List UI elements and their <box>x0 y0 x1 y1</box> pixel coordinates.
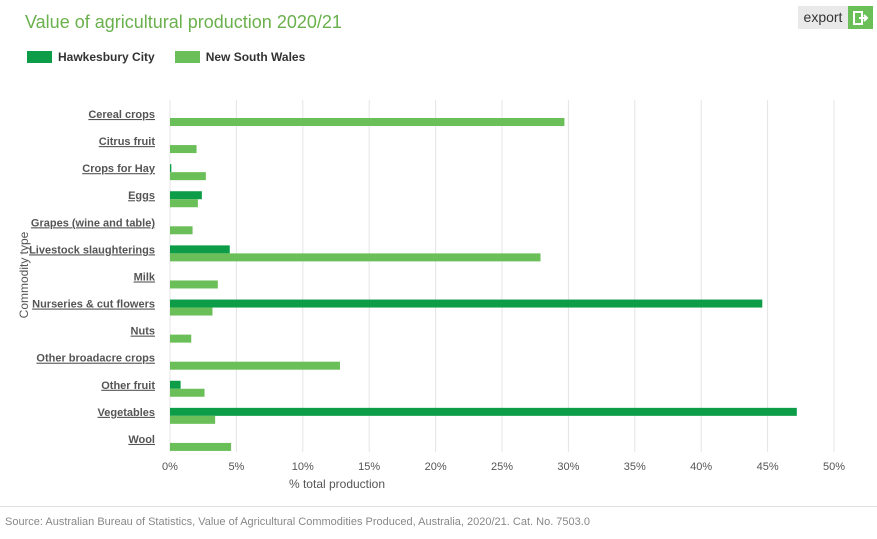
category-label[interactable]: Grapes (wine and table) <box>31 217 155 229</box>
category-label[interactable]: Vegetables <box>98 407 155 419</box>
legend-item-nsw[interactable]: New South Wales <box>174 50 306 64</box>
category-label[interactable]: Eggs <box>128 190 155 202</box>
x-tick-label: 45% <box>757 461 779 473</box>
category-label[interactable]: Citrus fruit <box>99 136 156 148</box>
x-tick-label: 15% <box>358 461 380 473</box>
bar-nsw <box>170 280 218 289</box>
category-label[interactable]: Milk <box>134 271 156 283</box>
bar-hawkesbury <box>170 380 181 389</box>
bar-nsw <box>170 388 205 397</box>
source-text: Source: Australian Bureau of Statistics,… <box>5 516 590 528</box>
bar-hawkesbury <box>170 191 202 200</box>
export-button-label: export <box>803 9 843 25</box>
bar-nsw <box>170 415 216 424</box>
bar-hawkesbury <box>170 164 172 173</box>
bar-nsw <box>170 361 340 370</box>
bar-hawkesbury <box>170 407 797 416</box>
legend-item-hawkesbury[interactable]: Hawkesbury City <box>27 50 155 64</box>
legend-label-hawkesbury: Hawkesbury City <box>58 50 155 64</box>
category-label[interactable]: Other fruit <box>101 380 155 392</box>
source-divider <box>0 506 877 507</box>
x-tick-label: 20% <box>425 461 447 473</box>
x-tick-label: 30% <box>557 461 579 473</box>
bar-hawkesbury <box>170 245 230 254</box>
y-axis-title: Commodity type <box>17 231 31 318</box>
category-label[interactable]: Cereal crops <box>88 109 155 121</box>
bar-nsw <box>170 145 197 154</box>
bar-nsw <box>170 199 198 208</box>
bar-nsw <box>170 442 232 451</box>
chart-plot: 0% 5% 10% 15% 20% 25% 30% 35% 40% 45% 50% % total p… <box>17 100 845 491</box>
x-tick-label: 10% <box>292 461 314 473</box>
bar-nsw <box>170 172 206 181</box>
legend-label-nsw: New South Wales <box>205 50 306 64</box>
x-axis-title: % total production <box>289 477 385 491</box>
x-tick-label: 50% <box>823 461 845 473</box>
category-label[interactable]: Other broadacre crops <box>36 353 155 365</box>
chart-title: Value of agricultural production 2020/21 <box>25 12 342 32</box>
bar-nsw <box>170 253 541 262</box>
legend-swatch-nsw <box>174 51 200 63</box>
x-tick-label: 0% <box>162 461 178 473</box>
x-tick-label: 40% <box>690 461 712 473</box>
category-label[interactable]: Wool <box>128 434 155 446</box>
bar-nsw <box>170 118 565 126</box>
category-label[interactable]: Livestock slaughterings <box>29 244 155 256</box>
bar-nsw <box>170 307 213 316</box>
legend: Hawkesbury City New South Wales <box>27 50 305 64</box>
x-tick-label: 5% <box>228 461 244 473</box>
export-button[interactable]: export <box>798 6 873 29</box>
bar-nsw <box>170 226 193 235</box>
bar-nsw <box>170 334 192 343</box>
legend-swatch-hawkesbury <box>27 51 52 63</box>
category-label[interactable]: Crops for Hay <box>82 163 156 175</box>
x-tick-label: 25% <box>491 461 513 473</box>
bar-hawkesbury <box>170 299 763 308</box>
export-icon <box>848 6 873 29</box>
x-tick-label: 35% <box>624 461 646 473</box>
category-label[interactable]: Nurseries & cut flowers <box>32 299 155 311</box>
category-label[interactable]: Nuts <box>131 326 155 338</box>
